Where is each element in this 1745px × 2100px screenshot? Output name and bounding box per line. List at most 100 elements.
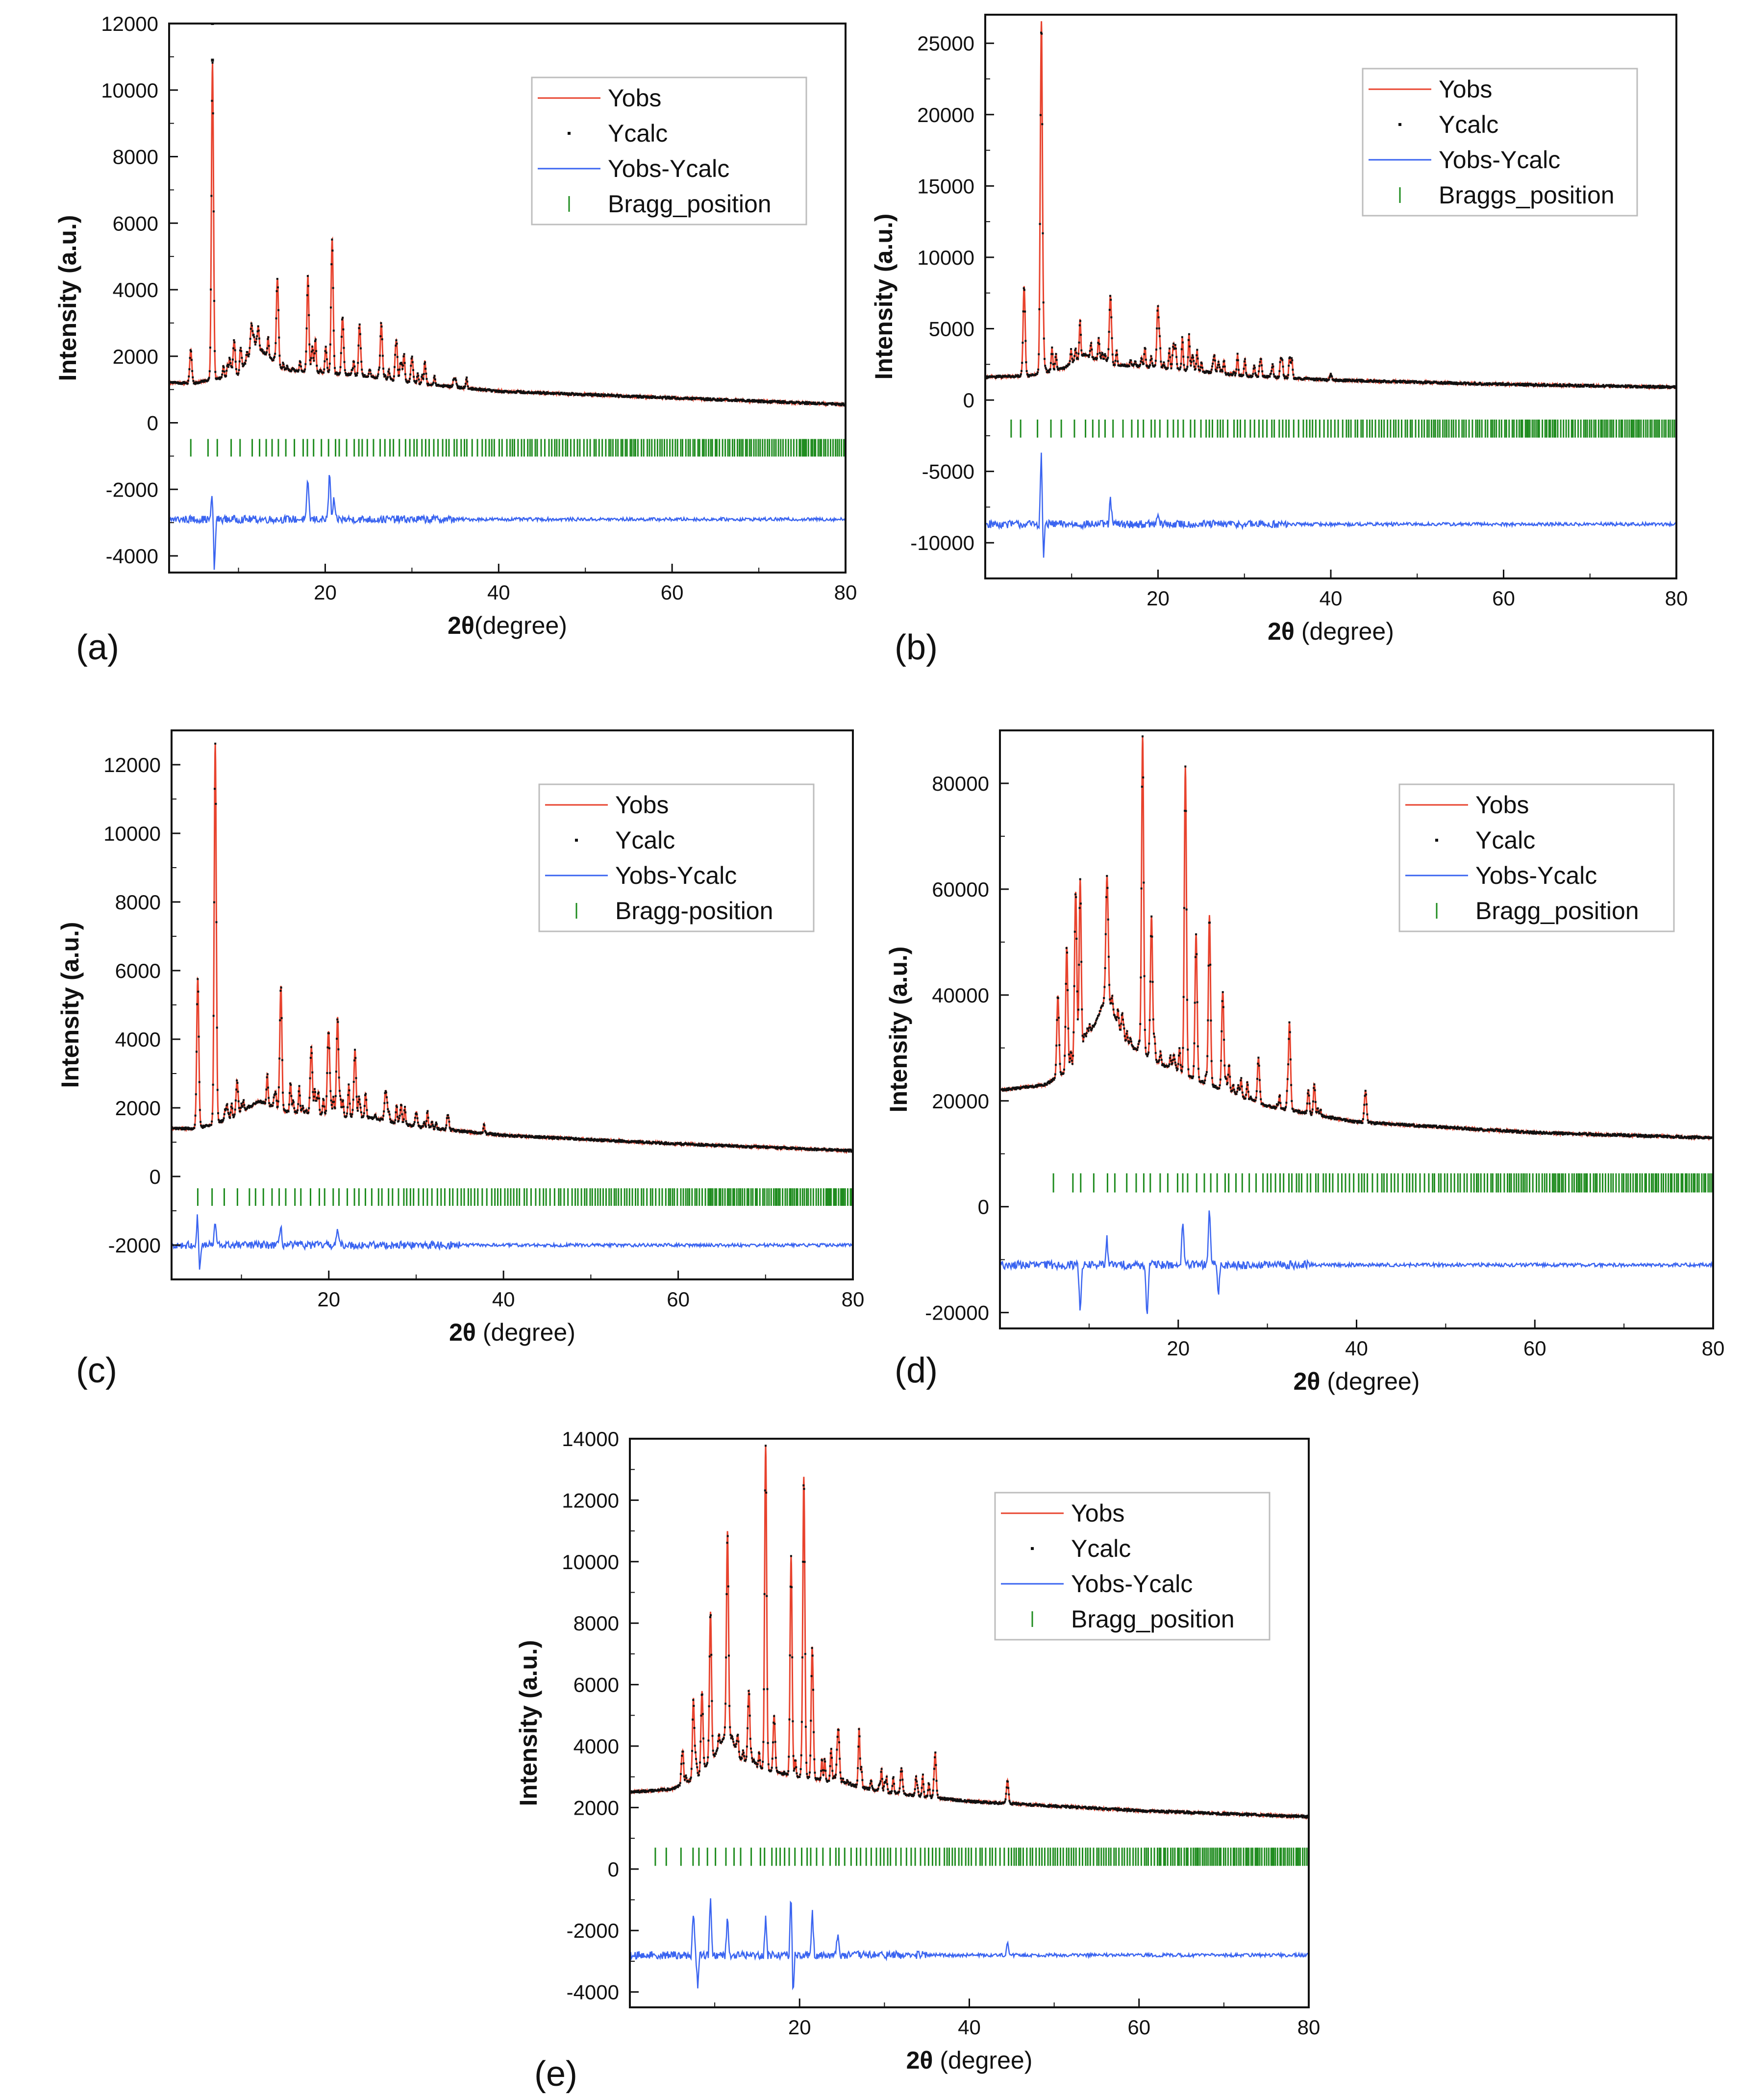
ycalc-point — [1213, 1084, 1215, 1087]
legend-box — [1362, 68, 1638, 217]
ycalc-point — [1562, 383, 1565, 385]
ycalc-point — [1342, 379, 1345, 381]
ycalc-point — [1526, 382, 1529, 385]
ycalc-point — [1164, 366, 1167, 369]
ycalc-point — [382, 1115, 385, 1117]
ycalc-point — [1114, 1016, 1117, 1018]
ycalc-point — [757, 1145, 759, 1147]
ycalc-point — [1097, 1014, 1100, 1017]
ycalc-point — [260, 348, 263, 350]
ycalc-point — [1582, 385, 1585, 388]
ycalc-point — [367, 1116, 369, 1118]
ycalc-point — [488, 388, 491, 391]
ycalc-point — [403, 362, 406, 364]
ycalc-point — [1080, 349, 1083, 351]
ycalc-point — [1187, 356, 1189, 358]
ycalc-point — [667, 397, 670, 400]
ycalc-point — [310, 1046, 312, 1049]
ycalc-point — [524, 1136, 526, 1138]
ycalc-point — [516, 1136, 519, 1138]
ycalc-point — [1079, 878, 1081, 880]
ycalc-point — [325, 1095, 328, 1098]
ycalc-point — [1157, 1060, 1160, 1063]
ycalc-point — [798, 400, 800, 403]
ycalc-point — [389, 375, 391, 378]
ycalc-point — [1069, 353, 1072, 355]
ycalc-point — [1187, 339, 1190, 341]
ycalc-point — [1168, 1063, 1171, 1066]
diff-curve — [985, 452, 1676, 558]
ycalc-point — [582, 394, 585, 397]
ycalc-point — [359, 333, 361, 335]
ycalc-point — [432, 382, 434, 385]
ycalc-point — [1246, 1081, 1248, 1084]
ycalc-point — [263, 351, 266, 353]
ycalc-point — [203, 380, 205, 383]
ycalc-point — [1071, 353, 1073, 355]
ycalc-point — [1667, 385, 1669, 387]
ycalc-point — [211, 58, 214, 62]
ycalc-point — [362, 374, 364, 376]
ycalc-point — [573, 1137, 576, 1140]
ycalc-point — [1149, 364, 1151, 366]
ycalc-point — [1179, 368, 1181, 371]
ycalc-point — [1141, 785, 1143, 788]
ycalc-point — [353, 365, 356, 368]
ycalc-point — [590, 1137, 592, 1140]
ycalc-point — [1223, 360, 1225, 362]
ycalc-point — [1345, 380, 1347, 382]
ycalc-point — [385, 1091, 387, 1094]
ycalc-point — [1329, 375, 1331, 377]
ycalc-point — [1132, 1046, 1134, 1048]
ycalc-point — [334, 1095, 337, 1097]
ycalc-point — [1533, 385, 1536, 387]
ycalc-point — [265, 1099, 267, 1101]
ycalc-point — [448, 1121, 450, 1123]
ycalc-point — [1226, 1083, 1228, 1085]
ycalc-point — [235, 368, 237, 370]
ycalc-point — [1167, 360, 1170, 362]
ycalc-point — [1399, 381, 1402, 384]
ycalc-point — [1201, 367, 1203, 369]
ycalc-point — [452, 1127, 454, 1130]
ycalc-point — [387, 376, 389, 378]
ycalc-point — [1101, 1004, 1104, 1007]
ycalc-point — [1218, 1087, 1221, 1090]
ycalc-point — [1163, 1064, 1165, 1066]
ycalc-point — [750, 1145, 752, 1148]
ycalc-point — [323, 368, 325, 371]
ycalc-point — [1121, 363, 1123, 366]
ycalc-point — [1279, 361, 1281, 363]
ycalc-point — [341, 1106, 343, 1108]
ycalc-point — [304, 363, 307, 365]
ycalc-point — [273, 1096, 275, 1099]
ycalc-point — [1061, 368, 1063, 370]
ycalc-point — [1085, 1035, 1087, 1038]
ycalc-point — [809, 1149, 811, 1151]
ycalc-point — [830, 1150, 832, 1152]
ycalc-point — [1486, 382, 1488, 384]
ycalc-point — [396, 356, 399, 358]
ycalc-point — [1236, 352, 1239, 355]
ycalc-point — [217, 1112, 219, 1114]
ycalc-point — [1241, 1085, 1243, 1088]
ycalc-point — [424, 368, 427, 370]
ycalc-point — [187, 1126, 189, 1129]
ycalc-point — [1096, 1018, 1098, 1020]
ycalc-point — [603, 395, 605, 397]
ycalc-point — [759, 1147, 762, 1149]
ycalc-point — [462, 387, 465, 389]
ycalc-point — [1154, 364, 1156, 366]
ycalc-point — [202, 379, 205, 382]
ycalc-point — [1568, 385, 1570, 388]
y-tick-label: 12000 — [103, 753, 161, 776]
ycalc-point — [470, 1131, 472, 1133]
ycalc-point — [331, 1107, 333, 1110]
ycalc-point — [349, 1113, 351, 1115]
ycalc-point — [1179, 1064, 1182, 1066]
ycalc-point — [432, 381, 435, 384]
ycalc-point — [241, 1104, 243, 1107]
ycalc-point — [1162, 1063, 1164, 1065]
ycalc-point — [308, 343, 311, 346]
ycalc-point — [1216, 370, 1218, 373]
